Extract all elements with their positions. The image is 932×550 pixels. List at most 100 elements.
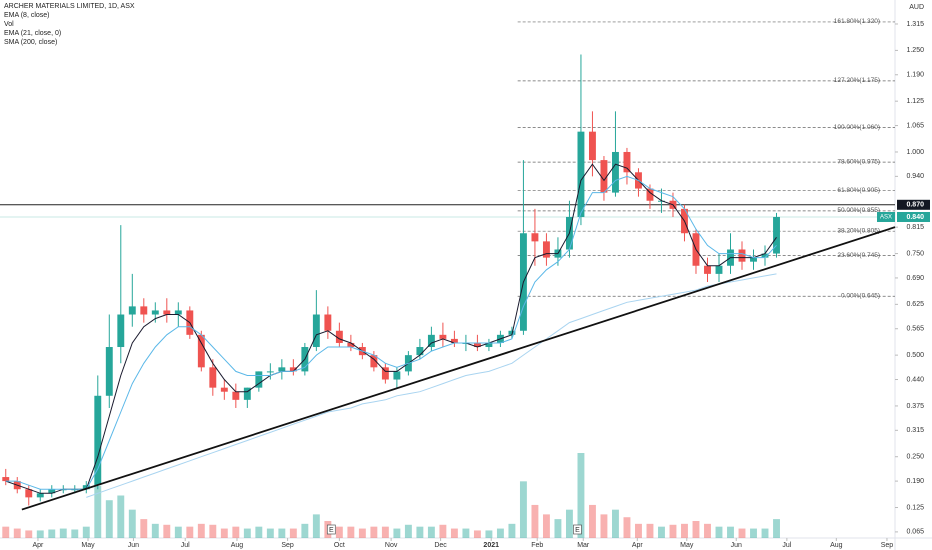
candle-body [427, 334, 435, 348]
candle-body [2, 477, 10, 482]
y-tick-label: 0.440 [906, 376, 924, 383]
candle-body [128, 306, 136, 315]
volume-bar [669, 524, 677, 538]
candle-body [393, 371, 401, 380]
volume-bar [462, 528, 470, 538]
candle-body [623, 151, 631, 173]
fib-label: 61.80%(0.905) [837, 187, 880, 194]
candle-body [82, 485, 90, 490]
volume-bar [347, 526, 355, 538]
volume-bar [140, 519, 148, 538]
y-tick-label: 0.190 [906, 478, 924, 485]
volume-bar [186, 526, 194, 538]
x-tick-label: Sep [881, 542, 894, 549]
y-tick-label: 0.065 [906, 529, 924, 536]
volume-bar [692, 521, 700, 538]
candle-body [542, 241, 550, 258]
y-tick-label: 0.500 [906, 352, 924, 359]
legend-entry: SMA (200, close) [4, 39, 57, 46]
candle-body [220, 387, 228, 392]
candle-body [450, 338, 458, 343]
y-tick-label: 1.000 [906, 149, 924, 156]
y-tick-label: 0.125 [906, 504, 924, 511]
volume-bar [704, 523, 711, 538]
candle-body [381, 367, 389, 380]
candle-body [600, 160, 608, 193]
y-tick-label: 0.315 [906, 427, 924, 434]
y-tick-label: 1.190 [906, 72, 924, 79]
candle-body [36, 493, 44, 498]
y-tick-label: 1.315 [906, 21, 924, 28]
x-tick-label: Aug [231, 542, 244, 549]
horizontal-line-label: 0.870 [906, 202, 924, 209]
volume-bar [427, 526, 435, 538]
x-tick-label: Jun [731, 542, 742, 549]
volume-bar [646, 523, 654, 538]
volume-bar [773, 519, 780, 538]
volume-bar [750, 528, 757, 538]
candle-body [174, 310, 182, 315]
candle-body [416, 347, 424, 356]
volume-bar [450, 528, 458, 538]
x-tick-label: Feb [531, 542, 543, 549]
candle-body [278, 367, 286, 372]
earnings-label: E [575, 527, 580, 534]
candle-body [105, 347, 113, 396]
x-tick-label: Jul [782, 542, 791, 549]
volume-bar [301, 523, 309, 538]
fib-label: 38.20%(0.805) [837, 227, 880, 234]
candle-body [117, 314, 125, 348]
volume-bar [335, 526, 343, 538]
fib-label: 100.00%(1.060) [834, 124, 880, 131]
x-tick-label: Mar [577, 542, 590, 549]
volume-bar [658, 526, 665, 538]
fib-label: 0.00%(0.645) [841, 292, 880, 299]
volume-bar [612, 509, 619, 538]
candle-body [761, 253, 769, 258]
volume-bar [761, 528, 769, 538]
volume-bar [278, 528, 286, 538]
volume-bar [174, 526, 182, 538]
volume-bar [209, 524, 217, 538]
volume-bar [163, 524, 171, 538]
volume-bar [243, 528, 251, 538]
volume-bar [738, 528, 746, 538]
volume-bar [473, 530, 481, 538]
y-tick-label: 0.565 [906, 326, 924, 333]
volume-bar [117, 495, 125, 538]
volume-bar [485, 530, 493, 538]
candle-body [312, 314, 320, 348]
volume-bar [727, 526, 734, 538]
volume-bar [255, 526, 263, 538]
volume-bar [151, 523, 159, 538]
earnings-label: E [329, 527, 334, 534]
candle-body [71, 489, 79, 491]
chart-title: ARCHER MATERIALS LIMITED, 1D, ASX [4, 3, 135, 10]
volume-bar [2, 526, 10, 538]
earnings-marker [573, 524, 582, 535]
volume-bar [416, 526, 424, 538]
volume-bar [197, 523, 205, 538]
x-tick-label: Aug [830, 542, 843, 549]
candle-body [773, 216, 780, 254]
volume-bar [220, 528, 228, 538]
candle-body [347, 342, 355, 348]
candle-body [473, 342, 481, 348]
y-tick-label: 0.750 [906, 250, 924, 257]
x-tick-label: May [81, 542, 95, 549]
volume-bar [71, 529, 79, 538]
legend-entry: EMA (21, close, 0) [4, 30, 61, 37]
trendline [21, 226, 896, 511]
candle-body [209, 367, 217, 388]
y-tick-label: 0.625 [906, 301, 924, 308]
last-price-name: ASX [880, 215, 892, 221]
candle-body [243, 387, 251, 400]
y-tick-label: 0.375 [906, 403, 924, 410]
candle-body [140, 306, 148, 315]
y-tick-label: 0.940 [906, 173, 924, 180]
volume-bar [13, 528, 21, 538]
candle-body [324, 314, 332, 331]
candle-body [335, 330, 343, 343]
fib-label: 50.00%(0.855) [837, 207, 880, 214]
